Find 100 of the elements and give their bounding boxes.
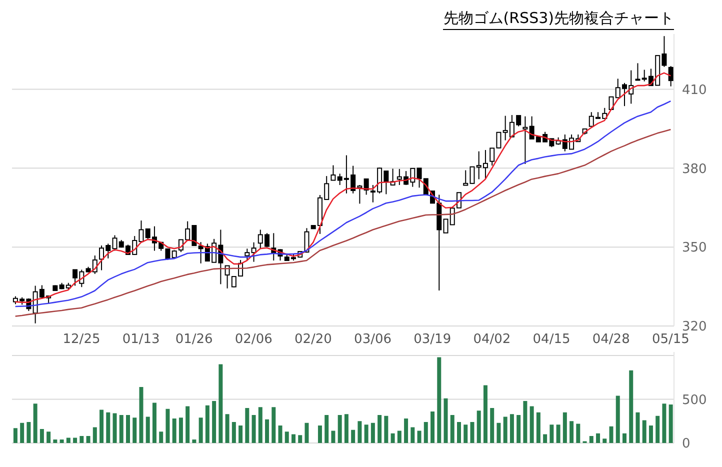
bar: [536, 412, 540, 443]
candlestick: [635, 62, 640, 81]
chart-title: 先物ゴム(RSS3)先物複合チャート: [443, 8, 674, 30]
bar: [602, 438, 607, 443]
bar: [291, 434, 296, 443]
x-tick-label: 03/19: [414, 332, 452, 348]
bar: [629, 370, 634, 443]
x-tick-label: 12/25: [62, 332, 100, 348]
bar: [656, 416, 660, 443]
bar: [46, 432, 51, 443]
bar: [106, 412, 110, 443]
bar: [358, 421, 362, 443]
x-tick-label: 02/06: [234, 332, 272, 348]
bar: [384, 416, 388, 443]
bar: [146, 416, 150, 443]
bar: [298, 435, 302, 443]
bar: [668, 404, 673, 443]
bar: [470, 422, 474, 443]
bar: [476, 410, 481, 443]
bar: [510, 414, 514, 443]
y-tick-label: 350: [682, 240, 707, 256]
x-tick-label: 05/15: [652, 332, 690, 348]
bar: [430, 412, 435, 443]
bar: [550, 424, 554, 443]
line-series: [14, 128, 672, 317]
bar: [192, 440, 196, 443]
bar: [238, 426, 243, 443]
bar: [324, 415, 329, 443]
bar: [278, 426, 282, 443]
candlestick: [244, 248, 250, 261]
bar: [483, 385, 488, 443]
bar: [589, 436, 594, 443]
bar: [562, 412, 567, 443]
bar: [166, 408, 170, 443]
bar: [225, 414, 230, 443]
bar: [344, 414, 348, 443]
x-tick-label: 04/15: [532, 332, 570, 348]
y-tick-label: 320: [682, 320, 707, 335]
bar: [543, 434, 548, 443]
bar: [397, 430, 402, 443]
bar: [642, 420, 646, 443]
bar: [86, 436, 90, 443]
bar: [272, 407, 276, 443]
bar: [232, 422, 236, 443]
bar: [404, 418, 408, 443]
x-tick-label: 03/06: [354, 332, 392, 348]
bar: [92, 427, 97, 443]
bar: [218, 364, 223, 443]
y-tick-label: 0: [682, 436, 690, 452]
bar: [13, 428, 18, 443]
bar: [119, 415, 124, 443]
bar: [132, 418, 137, 443]
bar: [503, 416, 508, 443]
bar: [530, 406, 534, 443]
bar: [139, 387, 144, 443]
bar: [20, 422, 24, 443]
bar: [33, 404, 38, 443]
bar: [80, 436, 84, 443]
bar: [570, 421, 574, 443]
bar: [331, 430, 336, 443]
x-tick-label: 01/26: [175, 332, 213, 348]
bar: [596, 433, 600, 443]
bar: [636, 412, 640, 443]
bar: [576, 424, 580, 443]
bar: [662, 404, 666, 443]
bar: [370, 422, 375, 443]
bar: [556, 424, 560, 443]
bar: [198, 418, 203, 443]
y-tick-label: 380: [682, 162, 707, 177]
bar: [284, 432, 289, 443]
bar: [126, 415, 130, 443]
candlestick: [364, 178, 369, 196]
bar: [112, 413, 117, 443]
bar: [410, 427, 415, 443]
bar: [516, 415, 521, 443]
bar: [464, 424, 468, 443]
bar: [152, 402, 156, 443]
bar: [351, 430, 356, 443]
bar: [205, 405, 210, 443]
bar: [390, 433, 395, 443]
bar: [178, 418, 183, 443]
bar: [26, 422, 31, 443]
bar: [40, 429, 44, 443]
bar: [523, 401, 528, 443]
y-tick-label: 410: [682, 82, 707, 98]
bar: [100, 410, 104, 443]
x-tick-label: 04/28: [592, 332, 630, 348]
bar: [304, 422, 309, 443]
bar: [456, 422, 461, 443]
bar: [53, 440, 58, 443]
x-tick-label: 02/20: [294, 332, 332, 348]
bar: [338, 415, 342, 443]
bar: [417, 430, 422, 443]
bar: [622, 433, 626, 443]
candlestick: [330, 164, 336, 181]
bar: [66, 438, 70, 443]
bar: [490, 408, 494, 443]
x-tick-label: 01/13: [122, 332, 160, 348]
bar: [60, 440, 64, 443]
bar: [378, 415, 382, 443]
